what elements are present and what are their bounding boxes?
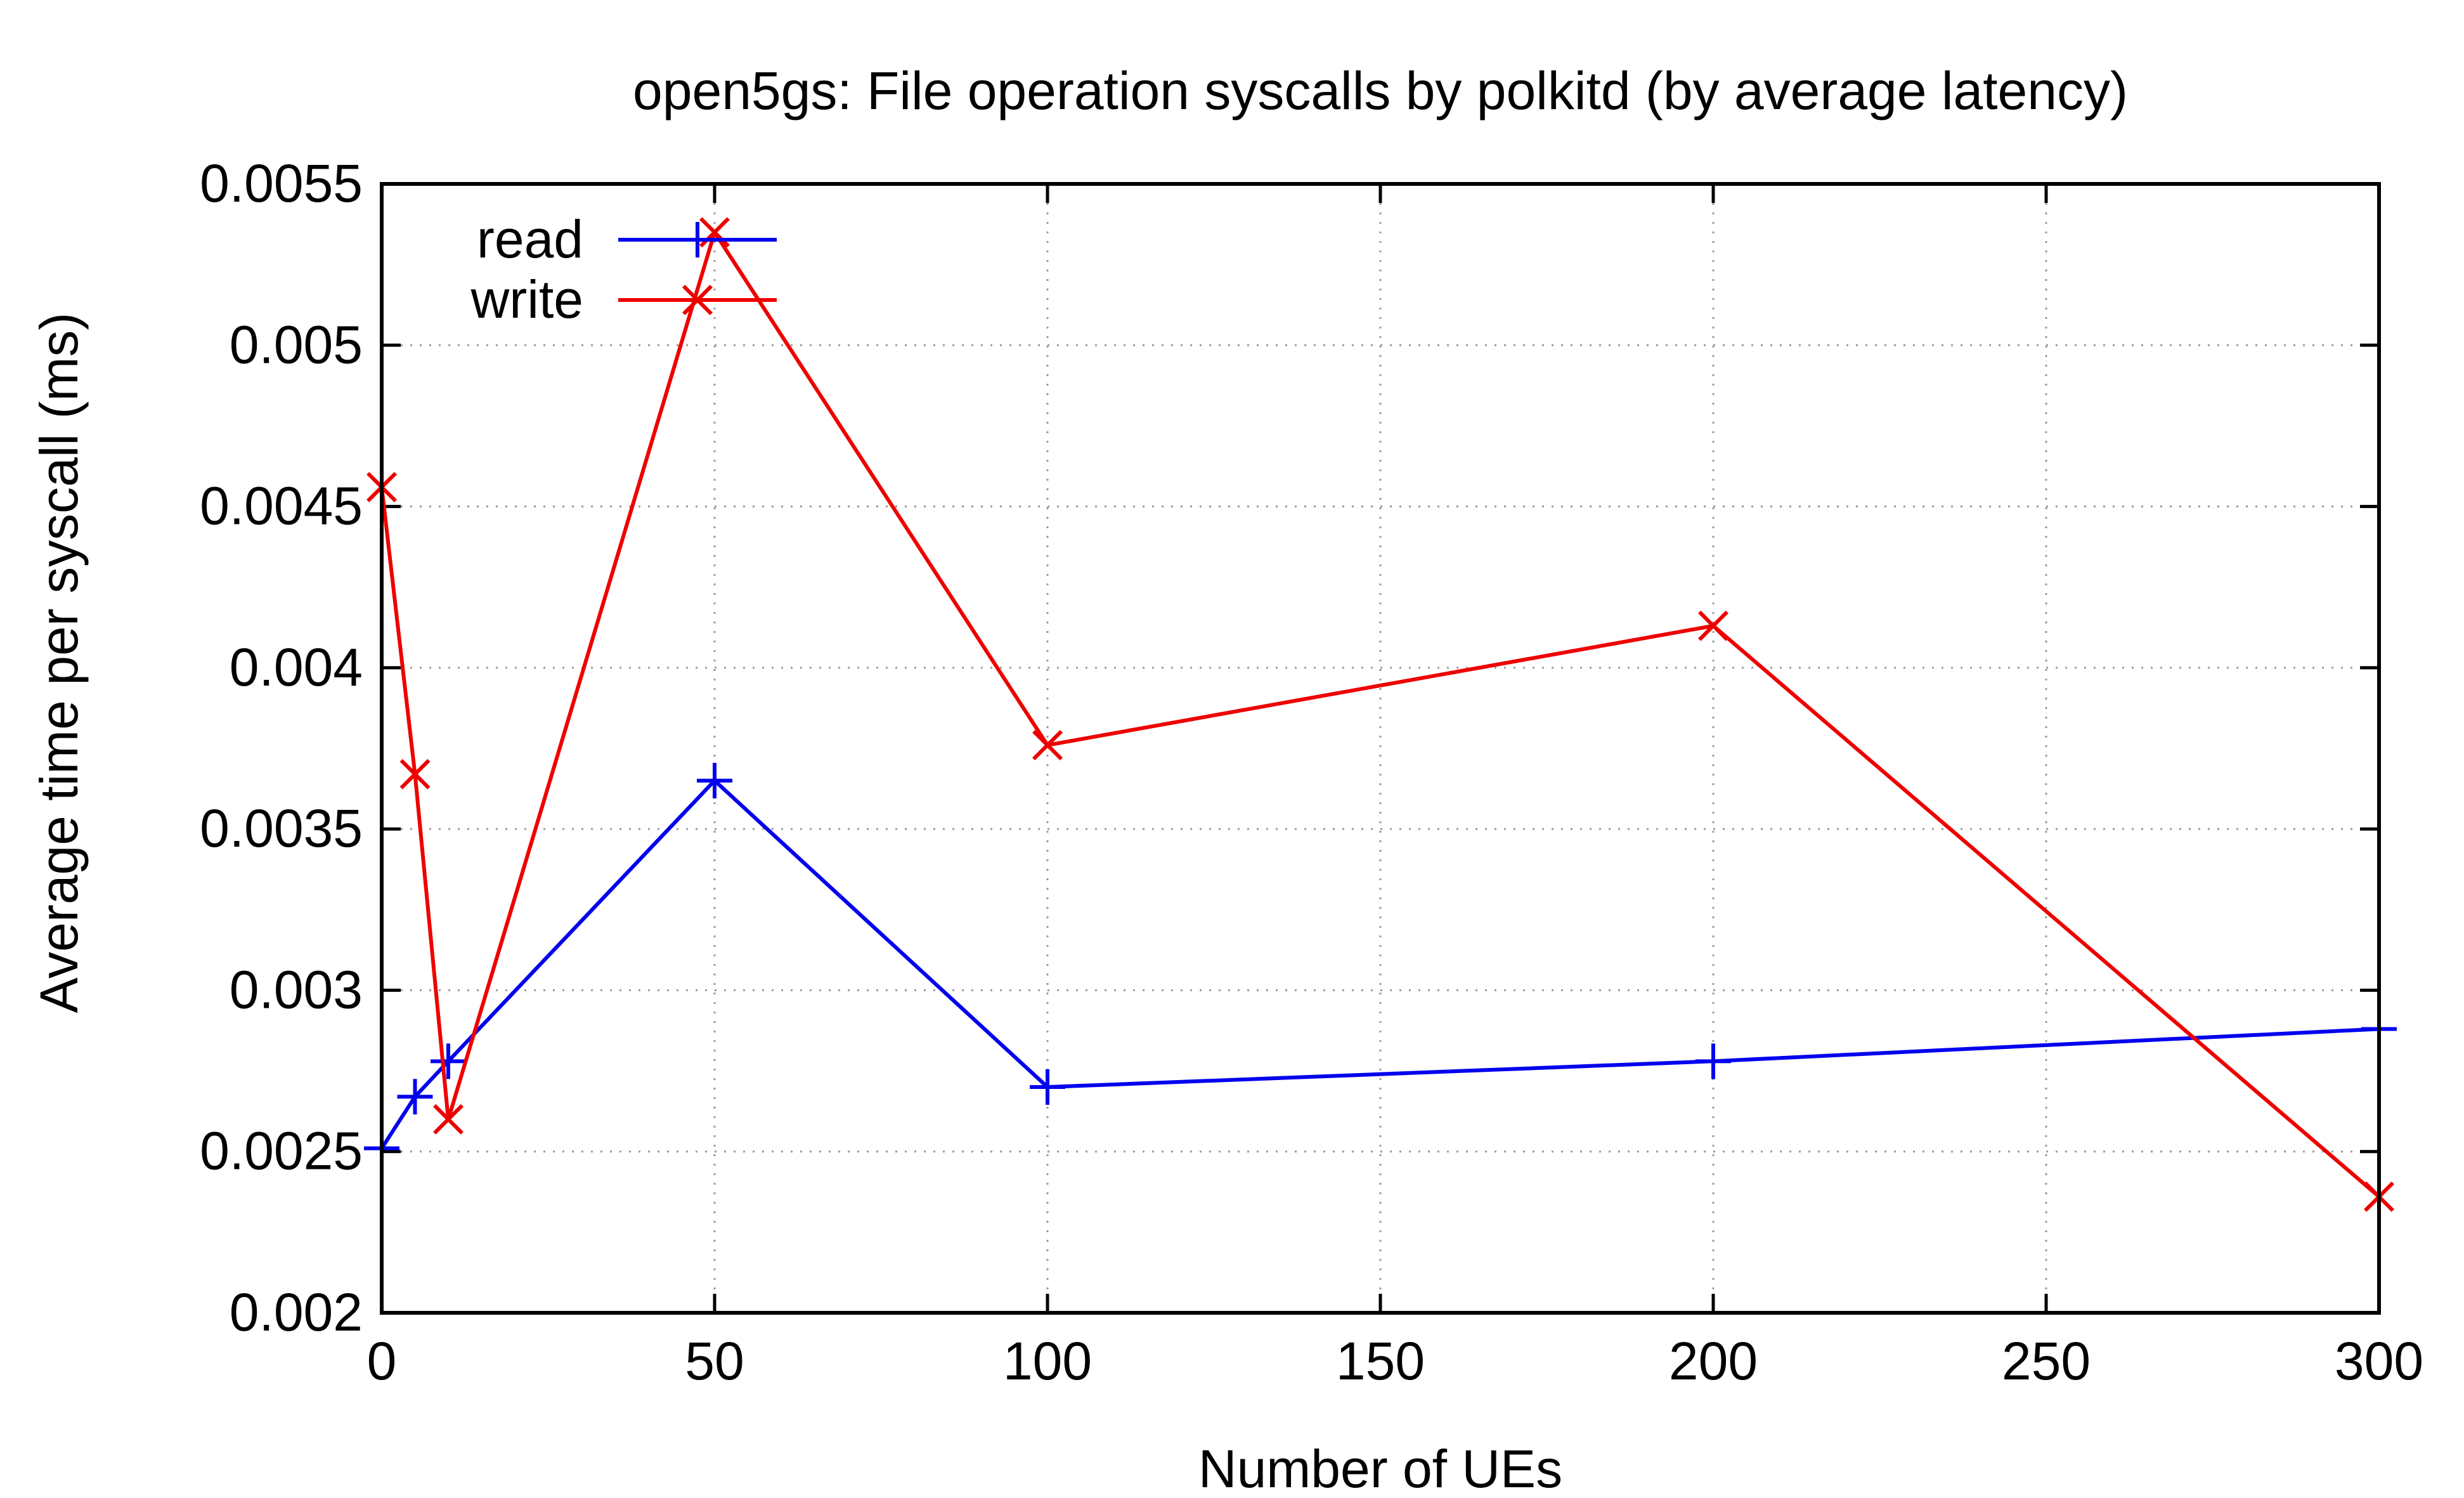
legend-item-write: write [470,270,777,329]
data-point-cross [399,759,431,790]
y-tick-label: 0.003 [230,960,363,1019]
data-point-cross [682,285,713,315]
x-tick-label: 50 [685,1331,744,1391]
series-area [364,217,2397,1212]
data-point-plus [697,762,732,798]
y-tick-label: 0.004 [230,637,363,697]
x-tick-label: 200 [1669,1331,1758,1391]
legend-label: write [470,270,583,329]
legend-item-read: read [477,209,777,269]
data-point-cross [1032,729,1063,760]
x-tick-label: 150 [1336,1331,1425,1391]
x-tick-label: 300 [2335,1331,2423,1391]
y-tick-label: 0.002 [230,1282,363,1342]
data-point-cross [1698,610,1728,641]
x-axis-label: Number of UEs [1198,1439,1562,1498]
x-tick-label: 250 [2002,1331,2091,1391]
data-point-plus [397,1079,433,1115]
series-line-write [380,230,2380,1199]
data-point-cross [433,1104,464,1135]
plot-frame [380,182,2381,1315]
chart-title: open5gs: File operation syscalls by polk… [633,61,2128,120]
y-tick-label: 0.0025 [200,1121,363,1181]
y-axis: 0.002 0.0025 0.003 0.0035 0.004 0.0045 0.005 0.… [200,153,2379,1342]
legend-label: read [477,209,583,269]
x-tick-label: 100 [1003,1331,1092,1391]
series-write [366,217,2394,1212]
y-tick-label: 0.0045 [200,476,363,536]
data-point-plus [1030,1069,1065,1105]
series-read [364,762,2397,1166]
y-tick-label: 0.0035 [200,798,363,858]
data-point-plus [431,1043,466,1079]
data-point-plus [680,222,715,257]
y-tick-label: 0.005 [230,315,363,374]
grid [382,184,2379,1313]
x-tick-label: 0 [367,1331,397,1391]
data-point-plus [1696,1043,1731,1079]
y-tick-label: 0.0055 [200,153,363,213]
y-axis-label: Average time per syscall (ms) [29,313,89,1013]
